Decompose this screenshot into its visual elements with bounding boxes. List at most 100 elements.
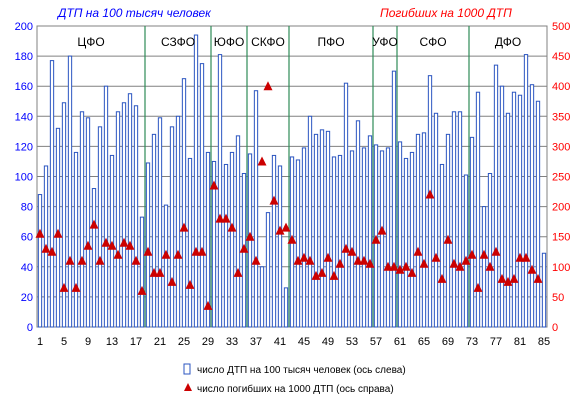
bar <box>49 60 55 328</box>
bar <box>439 163 445 328</box>
triangle-marker <box>149 267 159 277</box>
bar <box>355 120 361 328</box>
bar <box>331 156 337 328</box>
bar <box>265 212 271 328</box>
bar <box>73 151 79 328</box>
bar <box>433 112 439 328</box>
triangle-marker <box>65 255 75 265</box>
triangle-marker <box>425 189 435 199</box>
triangle-marker <box>461 255 471 265</box>
triangle-marker <box>353 255 363 265</box>
x-tick-label: 69 <box>442 336 454 348</box>
legend-bar-swatch <box>183 363 191 375</box>
legend-triangle-label: число погибших на 1000 ДТП (ось справа) <box>197 383 394 395</box>
region-label: ЮФО <box>214 35 245 49</box>
triangle-marker <box>497 273 507 283</box>
x-tick-label: 53 <box>346 336 358 348</box>
triangle-marker <box>47 246 57 256</box>
triangle-marker <box>227 222 237 232</box>
triangle-marker <box>359 255 369 265</box>
bar <box>253 90 259 328</box>
bar <box>151 133 157 328</box>
triangle-marker <box>473 282 483 292</box>
x-tick-label: 61 <box>394 336 406 348</box>
triangle-marker <box>77 255 87 265</box>
bar <box>499 85 505 328</box>
triangle-marker <box>491 246 501 256</box>
left-tick-label: 60 <box>21 232 33 244</box>
triangle-marker <box>275 225 285 235</box>
bar <box>85 117 91 328</box>
legend-bar-label: число ДТП на 100 тысяч человек (ось слев… <box>197 365 406 376</box>
bar <box>283 287 289 328</box>
x-tick-label: 73 <box>466 336 478 348</box>
bar <box>469 136 475 328</box>
bar <box>121 102 127 328</box>
triangle-marker <box>449 258 459 268</box>
bar <box>337 154 343 328</box>
bar <box>463 174 469 328</box>
triangle-marker <box>305 255 315 265</box>
triangle-marker <box>269 195 279 205</box>
triangle-marker <box>203 300 213 310</box>
right-tick-label: 350 <box>552 111 570 123</box>
x-tick-label: 41 <box>274 336 286 348</box>
x-tick-label: 37 <box>250 336 262 348</box>
x-tick-label: 65 <box>418 336 430 348</box>
triangle-marker <box>59 282 69 292</box>
triangle-marker <box>239 243 249 253</box>
x-tick-label: 21 <box>154 336 166 348</box>
triangle-marker <box>179 222 189 232</box>
triangle-marker <box>341 243 351 253</box>
bar <box>307 115 313 328</box>
bar <box>301 147 307 328</box>
triangle-marker <box>377 225 387 235</box>
bar <box>175 115 181 328</box>
triangle-marker <box>281 222 291 232</box>
right-tick-label: 50 <box>552 292 564 304</box>
bar <box>451 111 457 328</box>
bar <box>457 111 463 328</box>
triangle-marker <box>107 240 117 250</box>
triangle-marker <box>263 81 273 91</box>
triangle-marker <box>437 273 447 283</box>
triangle-marker <box>95 255 105 265</box>
right-tick-label: 500 <box>552 21 570 33</box>
bar <box>409 151 415 328</box>
bar <box>535 100 541 328</box>
bar <box>103 85 109 328</box>
x-tick-label: 17 <box>130 336 142 348</box>
bar <box>475 91 481 328</box>
bar <box>271 154 277 328</box>
right-tick-label: 250 <box>552 172 570 184</box>
triangle-marker <box>293 255 303 265</box>
bar <box>379 150 385 328</box>
legend-triangle-marker <box>184 383 192 391</box>
bar <box>523 54 529 328</box>
triangle-marker <box>233 267 243 277</box>
triangle-marker <box>53 228 63 238</box>
x-tick-label: 45 <box>298 336 310 348</box>
bar <box>181 78 187 328</box>
bar <box>259 266 265 328</box>
triangle-marker <box>431 252 441 262</box>
bar <box>313 133 319 328</box>
left-tick-label: 200 <box>15 21 33 33</box>
triangle-marker <box>371 234 381 244</box>
triangle-marker <box>443 234 453 244</box>
bar <box>445 133 451 328</box>
bar <box>211 160 217 328</box>
bar <box>67 55 73 328</box>
bar <box>541 252 547 328</box>
region-label: ЦФО <box>77 35 104 49</box>
x-tick-label: 85 <box>538 336 550 348</box>
bar <box>367 135 373 328</box>
bar-series <box>37 34 547 328</box>
bar <box>187 157 193 328</box>
bar <box>79 111 85 328</box>
bar <box>517 94 523 328</box>
bar <box>319 129 325 328</box>
left-tick-label: 80 <box>21 202 33 214</box>
right-tick-label: 400 <box>552 81 570 93</box>
